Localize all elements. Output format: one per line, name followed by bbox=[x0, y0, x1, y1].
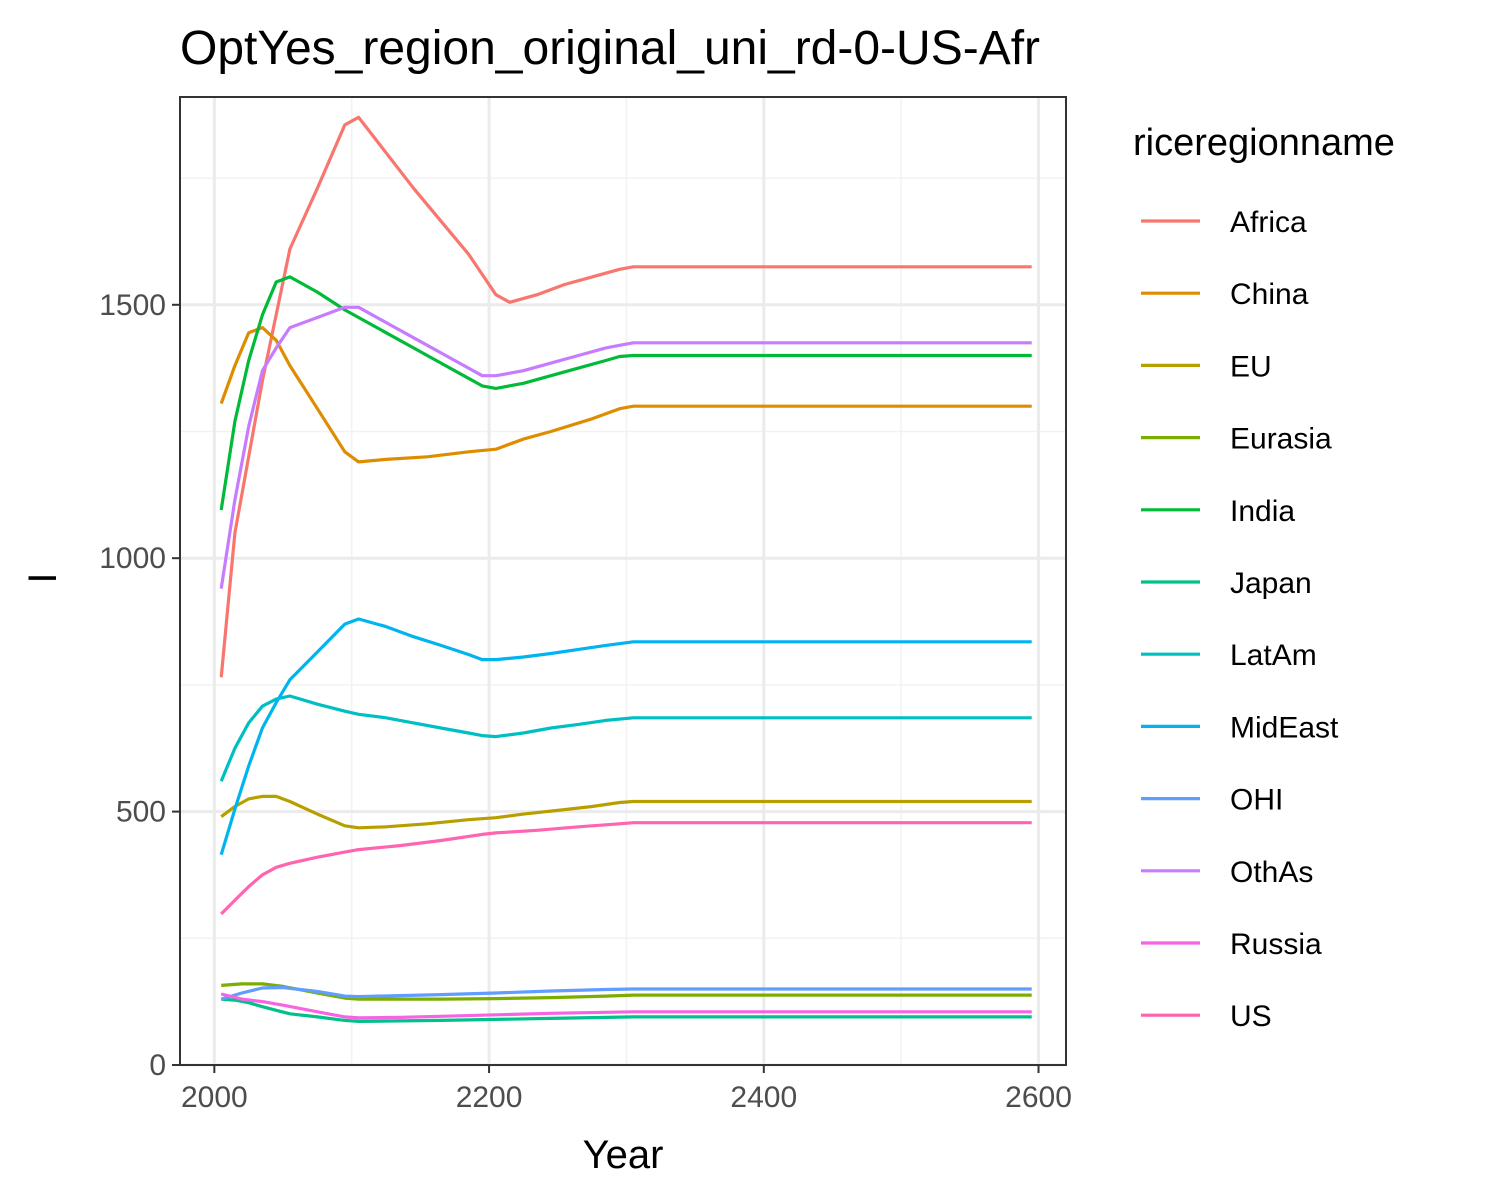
legend-label: MidEast bbox=[1230, 711, 1339, 744]
legend-label: China bbox=[1230, 278, 1309, 311]
series-lines bbox=[219, 115, 1032, 1023]
series-line-japan bbox=[221, 997, 1032, 1023]
x-axis-title: Year bbox=[583, 1133, 664, 1177]
grid bbox=[180, 97, 1066, 1067]
x-tick-label: 2200 bbox=[456, 1081, 523, 1114]
legend-label: US bbox=[1230, 1000, 1272, 1033]
series-line-india bbox=[219, 275, 1032, 511]
legend-item-us: US bbox=[1141, 1000, 1272, 1033]
x-tick-label: 2400 bbox=[730, 1081, 797, 1114]
legend-label: Russia bbox=[1230, 928, 1322, 961]
legend-item-china: China bbox=[1141, 278, 1309, 311]
legend-label: India bbox=[1230, 495, 1295, 528]
series-line-china bbox=[219, 326, 1032, 464]
legend-item-africa: Africa bbox=[1141, 206, 1307, 239]
series-line-eu bbox=[220, 794, 1032, 830]
y-tick-label: 500 bbox=[116, 796, 166, 829]
legend-label: OHI bbox=[1230, 784, 1283, 817]
y-tick-label: 0 bbox=[149, 1049, 166, 1082]
legend-label: Africa bbox=[1230, 206, 1307, 239]
legend: riceregionname Africa China EU Eurasia India… bbox=[1133, 122, 1395, 1033]
x-tick-label: 2000 bbox=[181, 1081, 248, 1114]
series-line-ohi bbox=[220, 985, 1032, 1001]
series-line-russia bbox=[220, 992, 1032, 1020]
y-axis-title: I bbox=[21, 572, 65, 583]
legend-item-mideast: MidEast bbox=[1141, 711, 1339, 744]
axes: 2000 2200 2400 2600 0 500 1000 1500 bbox=[99, 289, 1072, 1114]
legend-item-ohi: OHI bbox=[1141, 784, 1283, 817]
legend-label: Japan bbox=[1230, 567, 1312, 600]
legend-item-russia: Russia bbox=[1141, 928, 1322, 961]
legend-item-othas: OthAs bbox=[1141, 856, 1313, 889]
y-tick-label: 1500 bbox=[99, 289, 166, 322]
plot-panel-border bbox=[179, 96, 1067, 1066]
legend-label: EU bbox=[1230, 350, 1272, 383]
series-line-africa bbox=[219, 115, 1032, 678]
series-line-othas bbox=[219, 305, 1032, 589]
series-line-mideast bbox=[219, 617, 1032, 856]
legend-item-latam: LatAm bbox=[1141, 639, 1317, 672]
legend-label: LatAm bbox=[1230, 639, 1317, 672]
legend-label: OthAs bbox=[1230, 856, 1313, 889]
legend-title: riceregionname bbox=[1133, 122, 1395, 164]
chart-title: OptYes_region_original_uni_rd-0-US-Afr bbox=[180, 22, 1040, 75]
legend-item-japan: Japan bbox=[1141, 567, 1312, 600]
x-tick-label: 2600 bbox=[1005, 1081, 1072, 1114]
legend-item-eurasia: Eurasia bbox=[1141, 423, 1332, 456]
legend-label: Eurasia bbox=[1230, 423, 1332, 456]
y-tick-label: 1000 bbox=[99, 542, 166, 575]
series-line-us bbox=[220, 821, 1032, 916]
legend-item-eu: EU bbox=[1141, 350, 1272, 383]
legend-item-india: India bbox=[1141, 495, 1295, 528]
